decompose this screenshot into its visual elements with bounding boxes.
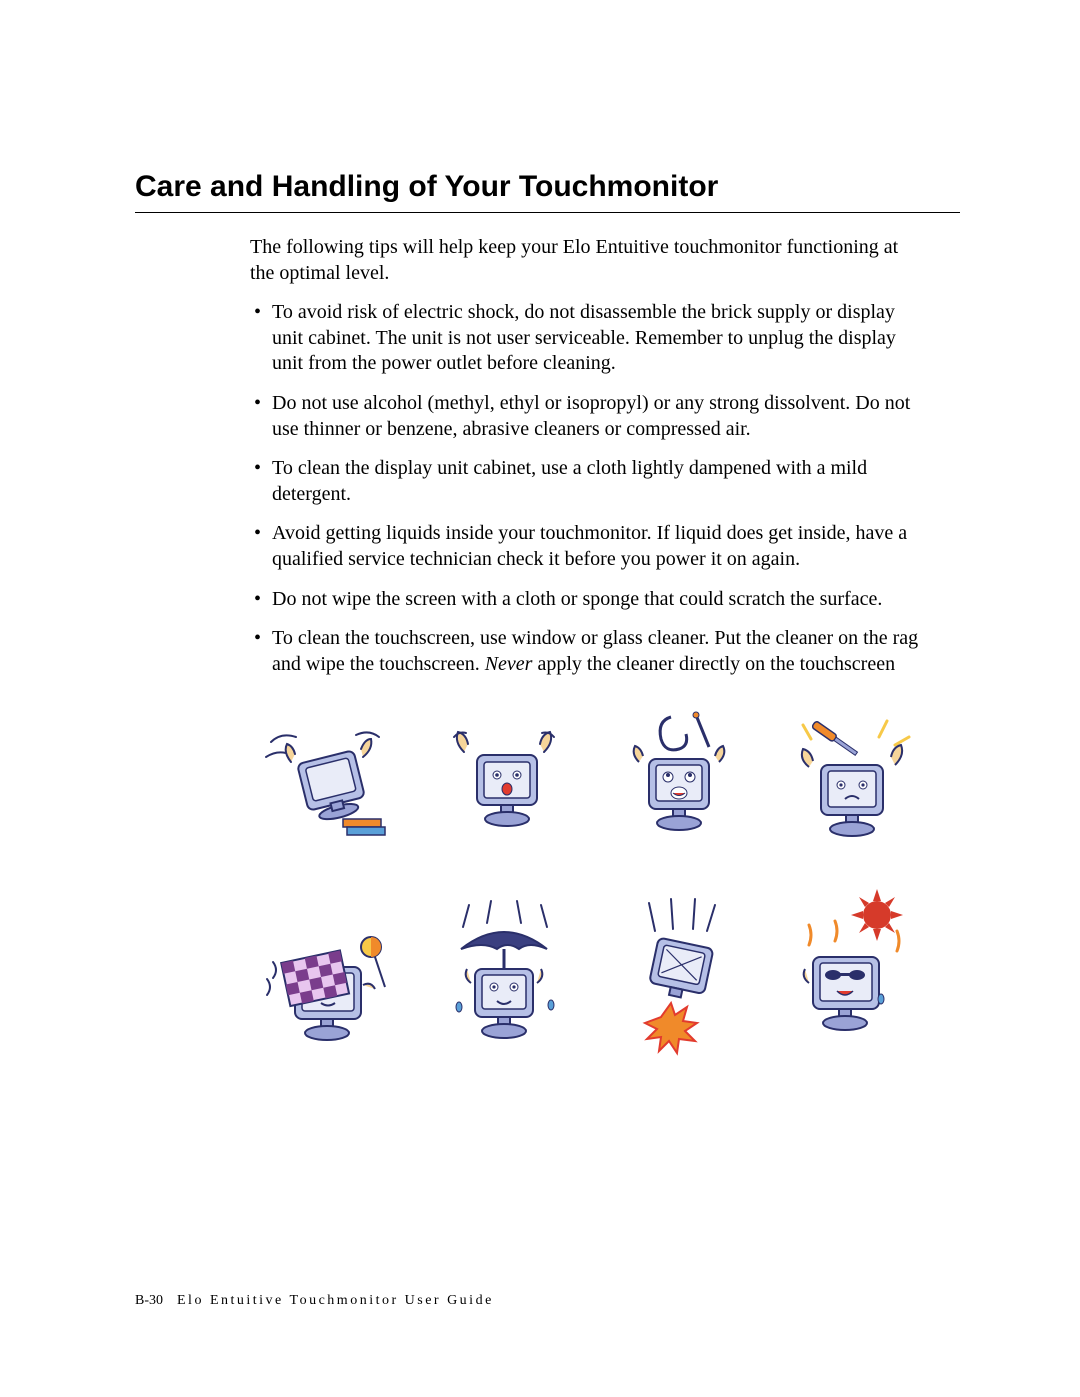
page-number: B-30 (135, 1293, 163, 1308)
cold-checker-monitor-icon (251, 907, 411, 1057)
screwdriver-monitor-icon (769, 707, 929, 847)
umbrella-monitor-icon (429, 897, 579, 1057)
sun-monitor-icon (769, 887, 929, 1057)
intro-paragraph: The following tips will help keep your E… (250, 235, 920, 286)
list-item: To clean the display unit cabinet, use a… (250, 456, 920, 507)
document-page: Care and Handling of Your Touchmonitor T… (0, 0, 1080, 1397)
emphasis-never: Never (485, 653, 533, 675)
tips-list: To avoid risk of electric shock, do not … (250, 300, 920, 677)
list-item-text: apply the cleaner directly on the touchs… (532, 653, 895, 675)
tilting-monitor-icon (251, 707, 411, 847)
list-item: Avoid getting liquids inside your touchm… (250, 521, 920, 572)
page-title: Care and Handling of Your Touchmonitor (135, 170, 960, 213)
list-item: To avoid risk of electric shock, do not … (250, 300, 920, 377)
list-item: Do not wipe the screen with a cloth or s… (250, 587, 920, 613)
paperclip-monitor-icon (601, 707, 751, 847)
page-footer: B-30 Elo Entuitive Touchmonitor User Guid… (135, 1293, 494, 1309)
scared-monitor-icon (429, 707, 579, 847)
impact-monitor-icon (611, 897, 741, 1057)
list-item: Do not use alcohol (methyl, ethyl or iso… (250, 391, 920, 442)
illustrations-grid (250, 707, 930, 1057)
body-text: The following tips will help keep your E… (250, 235, 920, 677)
list-item: To clean the touchscreen, use window or … (250, 626, 920, 677)
footer-doc-title: Elo Entuitive Touchmonitor User Guide (177, 1293, 494, 1308)
